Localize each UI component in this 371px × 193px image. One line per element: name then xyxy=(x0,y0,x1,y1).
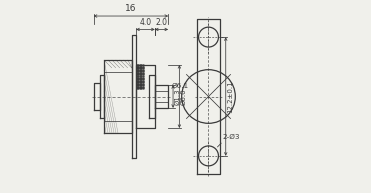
Text: 16: 16 xyxy=(125,4,137,13)
Text: Ø1.3: Ø1.3 xyxy=(175,88,181,105)
Text: Ø6.1: Ø6.1 xyxy=(172,83,189,89)
Text: 2-Ø3: 2-Ø3 xyxy=(223,134,240,140)
Text: 12.2±0.1: 12.2±0.1 xyxy=(227,80,233,113)
Text: 2.0: 2.0 xyxy=(155,18,168,27)
Text: Ø6.0: Ø6.0 xyxy=(181,88,187,105)
Text: 4.0: 4.0 xyxy=(139,18,151,27)
